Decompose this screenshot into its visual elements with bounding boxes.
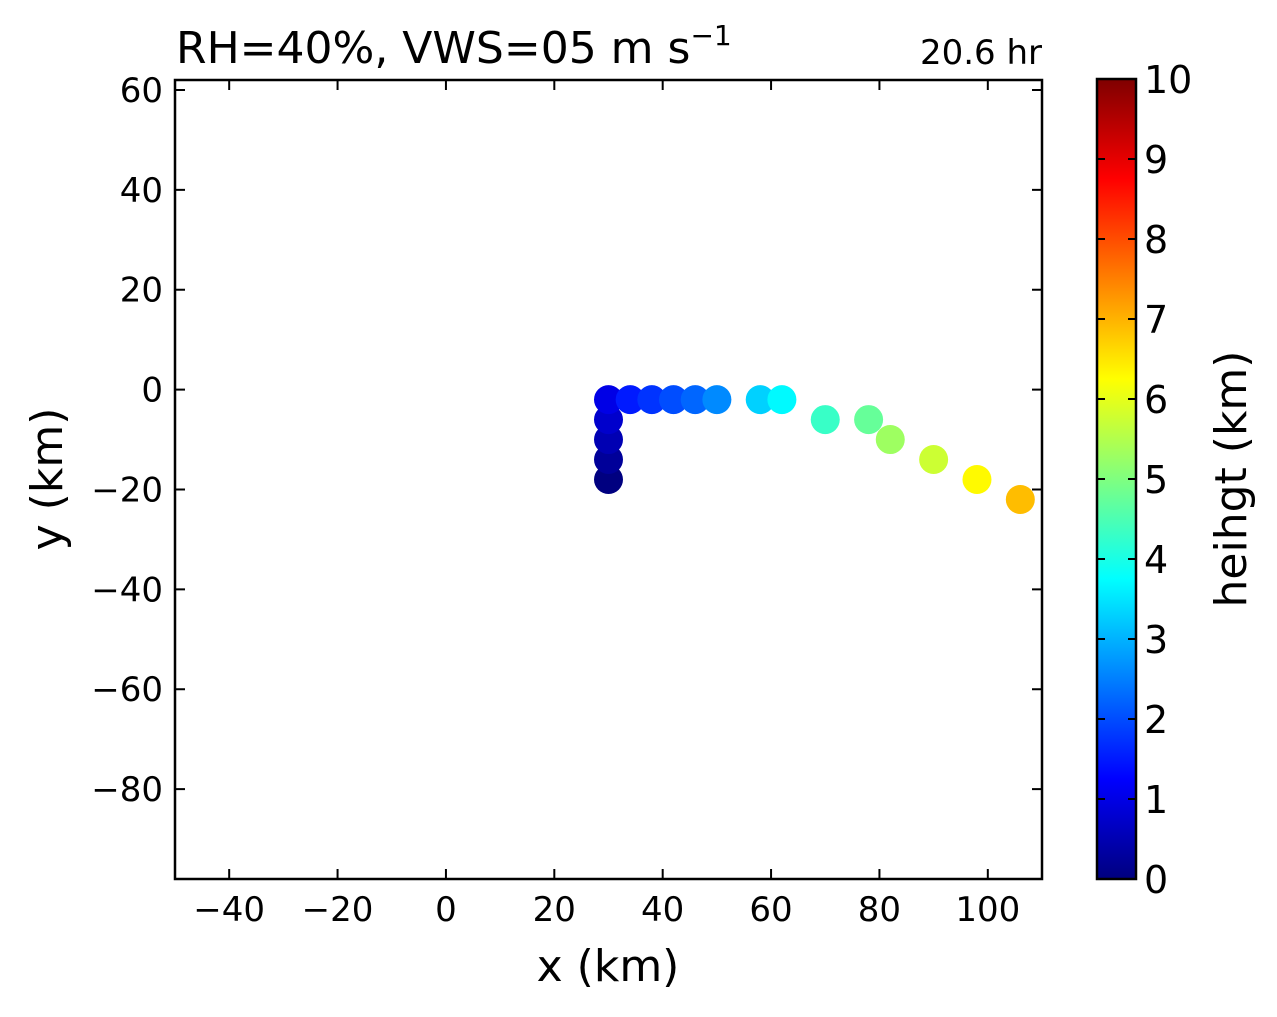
x-tick-label: 20 bbox=[533, 890, 576, 930]
y-tick-label: 60 bbox=[120, 71, 163, 111]
y-tick-label: −20 bbox=[91, 470, 163, 510]
y-axis-ticks: 60 40 20 0 −20 −40 −60 −80 bbox=[91, 71, 1042, 810]
elapsed-time-label: 20.6 hr bbox=[920, 33, 1042, 73]
colorbar: 0 1 2 3 4 5 6 7 8 9 10 heihgt (km) bbox=[1095, 58, 1257, 902]
colorbar-tick-label: 1 bbox=[1144, 778, 1168, 822]
scatter-point bbox=[594, 405, 623, 435]
colorbar-tick-label: 2 bbox=[1144, 698, 1168, 742]
scatter-point bbox=[875, 425, 905, 455]
colorbar-label: heihgt (km) bbox=[1206, 351, 1257, 608]
colorbar-tick-label: 7 bbox=[1144, 298, 1168, 342]
y-tick-label: 20 bbox=[120, 271, 163, 311]
scatter-point bbox=[962, 465, 992, 494]
chart-title: RH=40%, VWS=05 m s−1 bbox=[176, 19, 732, 74]
x-tick-label: 100 bbox=[955, 890, 1020, 930]
chart-title-text: RH=40%, VWS=05 m s−1 bbox=[176, 19, 732, 74]
scatter-point bbox=[659, 385, 689, 415]
plot-frame bbox=[173, 78, 1044, 881]
y-tick-label: 0 bbox=[141, 371, 163, 411]
x-tick-label: 0 bbox=[435, 890, 457, 930]
plot-area: −40 −20 0 20 40 60 80 100 60 40 20 0 −20 −40 −60 −80 bbox=[91, 71, 1044, 930]
scatter-point bbox=[810, 405, 840, 435]
scatter-point bbox=[594, 385, 623, 415]
scatter-point bbox=[594, 445, 623, 475]
colorbar-tick-label: 8 bbox=[1144, 218, 1168, 262]
x-axis-label: x (km) bbox=[537, 941, 680, 992]
y-tick-label: −80 bbox=[91, 770, 163, 810]
colorbar-tick-label: 6 bbox=[1144, 378, 1168, 422]
scatter-point bbox=[594, 425, 623, 455]
scatter-points bbox=[594, 385, 1035, 514]
scatter-point bbox=[615, 385, 645, 415]
scatter-point bbox=[594, 465, 623, 494]
scatter-point bbox=[637, 385, 667, 415]
x-tick-label: 60 bbox=[749, 890, 792, 930]
colorbar-tick-label: 3 bbox=[1144, 618, 1168, 662]
colorbar-tick-label: 0 bbox=[1144, 858, 1168, 902]
x-tick-label: 40 bbox=[641, 890, 684, 930]
y-tick-label: 40 bbox=[120, 171, 163, 211]
scatter-point bbox=[854, 405, 884, 435]
x-tick-label: 80 bbox=[858, 890, 901, 930]
colorbar-tick-label: 5 bbox=[1144, 458, 1168, 502]
scatter-point bbox=[702, 385, 732, 415]
colorbar-tick-label: 9 bbox=[1144, 138, 1168, 182]
scatter-point bbox=[745, 385, 775, 415]
scatter-point bbox=[1005, 484, 1035, 514]
scatter-point bbox=[680, 385, 710, 415]
x-tick-label: −20 bbox=[302, 890, 374, 930]
x-axis-ticks: −40 −20 0 20 40 60 80 100 bbox=[193, 80, 1020, 930]
colorbar-ticks: 0 1 2 3 4 5 6 7 8 9 10 bbox=[1097, 58, 1192, 902]
colorbar-tick-label: 10 bbox=[1144, 58, 1192, 102]
x-tick-label: −40 bbox=[193, 890, 265, 930]
y-axis-label: y (km) bbox=[22, 408, 73, 551]
y-tick-label: −40 bbox=[91, 570, 163, 610]
scatter-point bbox=[767, 385, 797, 415]
y-tick-label: −60 bbox=[91, 670, 163, 710]
colorbar-tick-label: 4 bbox=[1144, 538, 1168, 582]
scatter-point bbox=[919, 445, 949, 475]
